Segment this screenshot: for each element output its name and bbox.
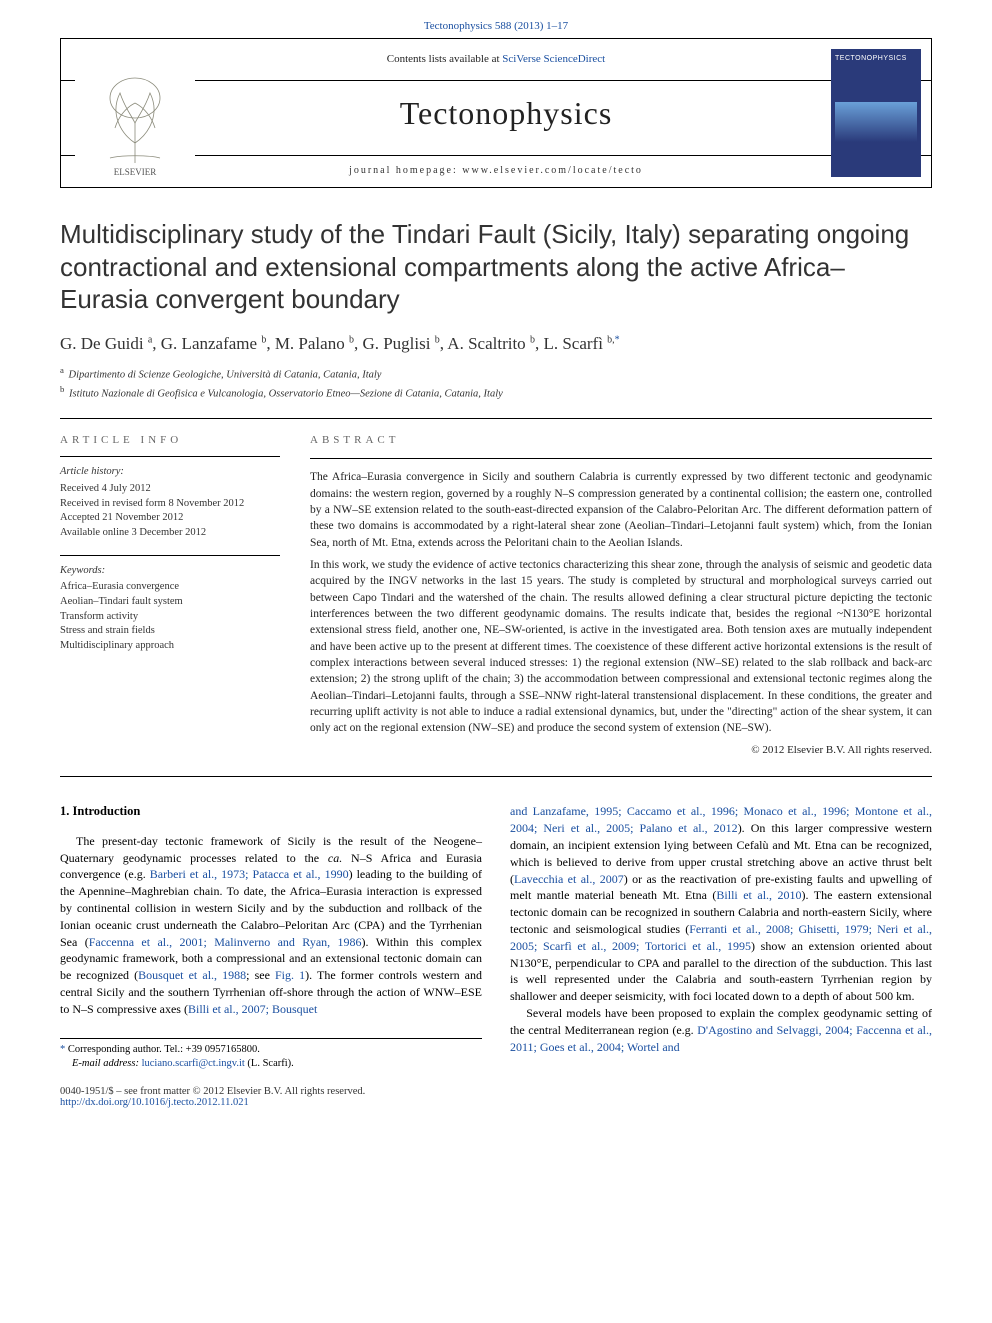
journal-header: ELSEVIER TECTONOPHYSICS Contents lists a… [60,38,932,188]
article-title: Multidisciplinary study of the Tindari F… [60,218,932,316]
abstract-para: The Africa–Eurasia convergence in Sicily… [310,469,932,551]
corr-email-name: (L. Scarfì). [247,1058,293,1069]
keywords-rule [60,555,280,556]
scidirect-link[interactable]: SciVerse ScienceDirect [502,53,605,65]
corresponding-star-icon: * [615,334,620,345]
journal-cover-thumb: TECTONOPHYSICS [831,49,921,177]
article-info-col: ARTICLE INFO Article history: Received 4… [60,433,280,758]
author-list: G. De Guidi a, G. Lanzafame b, M. Palano… [60,334,932,354]
affiliation-b: b Istituto Nazionale di Geofisica e Vulc… [60,383,932,402]
keyword: Aeolian–Tindari fault system [60,595,280,610]
history-line: Available online 3 December 2012 [60,526,280,541]
history-label: Article history: [60,465,280,480]
section-heading: 1. Introduction [60,803,482,821]
cover-art [835,102,917,142]
corr-author-note: Corresponding author. Tel.: +39 09571658… [68,1044,260,1055]
top-citation: Tectonophysics 588 (2013) 1–17 [60,20,932,32]
doi-link[interactable]: http://dx.doi.org/10.1016/j.tecto.2012.1… [60,1097,249,1108]
article-page: Tectonophysics 588 (2013) 1–17 ELSEVIER … [0,0,992,1148]
affiliation-a: a Dipartimento di Scienze Geologiche, Un… [60,364,932,383]
elsevier-logo-text: ELSEVIER [114,167,157,177]
keyword: Multidisciplinary approach [60,639,280,654]
journal-title: Tectonophysics [211,95,801,132]
contents-prefix: Contents lists available at [387,53,502,65]
email-label: E-mail address: [72,1058,139,1069]
elsevier-logo: ELSEVIER [75,49,195,177]
affiliations: a Dipartimento di Scienze Geologiche, Un… [60,364,932,402]
keyword: Stress and strain fields [60,624,280,639]
abstract-para: In this work, we study the evidence of a… [310,557,932,737]
meta-abstract-row: ARTICLE INFO Article history: Received 4… [60,419,932,776]
history-line: Received in revised form 8 November 2012 [60,497,280,512]
abstract-rule [310,458,932,459]
journal-title-wrap: Tectonophysics [211,81,801,132]
footnotes: * Corresponding author. Tel.: +39 095716… [60,1038,482,1072]
tree-icon [90,73,180,167]
cover-title: TECTONOPHYSICS [835,55,917,62]
star-icon: * [60,1044,65,1055]
info-rule [60,456,280,457]
authors-text: G. De Guidi a, G. Lanzafame b, M. Palano… [60,334,615,353]
history-line: Received 4 July 2012 [60,482,280,497]
issn-line: 0040-1951/$ – see front matter © 2012 El… [60,1086,365,1097]
abstract-copyright: © 2012 Elsevier B.V. All rights reserved… [310,743,932,759]
abstract-col: ABSTRACT The Africa–Eurasia convergence … [310,433,932,758]
article-info-head: ARTICLE INFO [60,433,280,448]
body-text-right: and Lanzafame, 1995; Caccamo et al., 199… [510,803,932,1055]
body-text-left: The present-day tectonic framework of Si… [60,833,482,1018]
keyword: Transform activity [60,610,280,625]
meta-rule-bottom [60,776,932,777]
corr-email-link[interactable]: luciano.scarfi@ct.ingv.it [142,1058,245,1069]
body-columns: 1. Introduction The present-day tectonic… [60,803,932,1072]
body-col-right: and Lanzafame, 1995; Caccamo et al., 199… [510,803,932,1072]
history-line: Accepted 21 November 2012 [60,511,280,526]
abstract-head: ABSTRACT [310,433,932,449]
page-footer: 0040-1951/$ – see front matter © 2012 El… [60,1086,932,1108]
keywords-label: Keywords: [60,564,280,579]
body-col-left: 1. Introduction The present-day tectonic… [60,803,482,1072]
keyword: Africa–Eurasia convergence [60,580,280,595]
